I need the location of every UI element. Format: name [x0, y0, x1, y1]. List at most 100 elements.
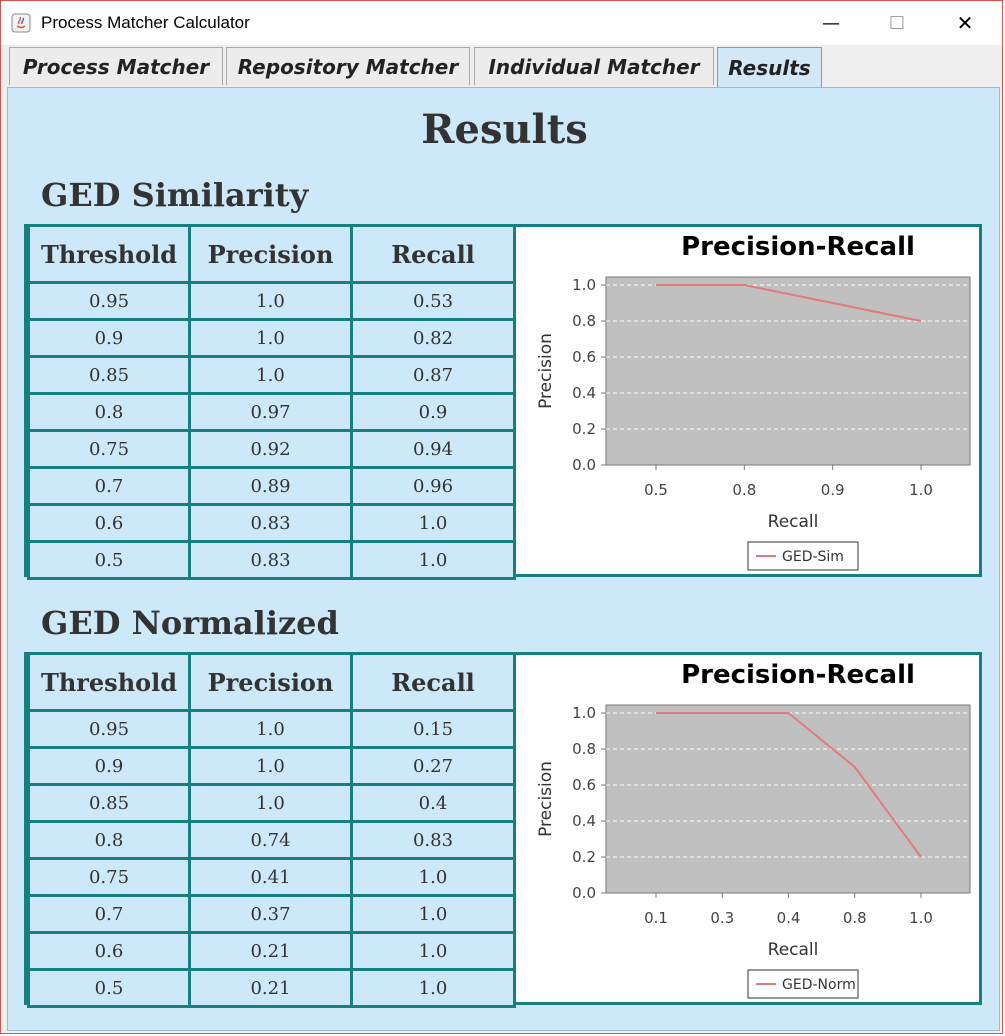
chart-title: Precision-Recall	[681, 660, 915, 690]
y-axis-label: Precision	[536, 333, 556, 409]
maximize-button[interactable]: ☐	[864, 1, 930, 45]
close-button[interactable]: ✕	[932, 1, 998, 45]
x-tick-label: 1.0	[909, 481, 933, 499]
column-header-precision: Precision	[188, 224, 353, 284]
y-tick-label: 0.8	[572, 312, 596, 330]
legend-label: GED-Norm	[782, 977, 856, 993]
y-axis-label: Precision	[536, 761, 556, 837]
title-bar[interactable]: Process Matcher Calculator — ☐ ✕	[1, 1, 1002, 45]
y-tick-label: 0.0	[572, 884, 596, 902]
ged-normalized-panel: Precision-Recall 0.0 0.2 0.4 0.6 0.8 1.0 0.1 0.3…	[24, 652, 982, 1008]
table-cell-recall: 0.94	[350, 429, 516, 469]
close-icon: ✕	[956, 11, 974, 35]
table-cell-threshold: 0.95	[27, 709, 191, 749]
table-cell-precision: 1.0	[188, 318, 353, 358]
table-cell-precision: 0.37	[188, 894, 353, 934]
x-tick-label: 0.9	[821, 481, 845, 499]
y-tick-label: 0.2	[572, 848, 596, 866]
y-tick-label: 0.4	[572, 812, 596, 830]
table-cell-threshold: 0.6	[27, 503, 191, 543]
x-axis-label: Recall	[768, 512, 819, 532]
chart-title: Precision-Recall	[681, 232, 915, 262]
table-cell-threshold: 0.7	[27, 466, 191, 506]
tab-repository-matcher[interactable]: Repository Matcher	[226, 47, 470, 85]
column-header-recall: Recall	[350, 652, 516, 712]
column-header-threshold: Threshold	[27, 652, 191, 712]
table-cell-recall: 0.83	[350, 820, 516, 860]
column-header-threshold: Threshold	[27, 224, 191, 284]
section-title-ged-normalized: GED Normalized	[41, 604, 339, 642]
java-app-icon	[11, 13, 31, 33]
tab-bar: Process Matcher Repository Matcher Indiv…	[1, 45, 1002, 87]
tab-process-matcher[interactable]: Process Matcher	[9, 47, 223, 85]
x-tick-label: 0.3	[710, 909, 734, 927]
page-title: Results	[421, 106, 588, 153]
window-title: Process Matcher Calculator	[41, 13, 250, 32]
table-cell-precision: 0.74	[188, 820, 353, 860]
table-cell-precision: 1.0	[188, 746, 353, 786]
table-cell-threshold: 0.5	[27, 968, 191, 1008]
table-cell-threshold: 0.9	[27, 318, 191, 358]
y-tick-label: 0.6	[572, 348, 596, 366]
table-cell-recall: 1.0	[350, 540, 516, 580]
table-cell-threshold: 0.85	[27, 783, 191, 823]
ged-normalized-chart: Precision-Recall 0.0 0.2 0.4 0.6 0.8 1.0 0.1 0.3…	[513, 655, 979, 1002]
y-tick-label: 0.6	[572, 776, 596, 794]
results-panel: Results GED Similarity Precision-Recall 0…	[7, 87, 1000, 1031]
table-cell-precision: 1.0	[188, 355, 353, 395]
table-cell-precision: 1.0	[188, 281, 353, 321]
table-cell-threshold: 0.8	[27, 392, 191, 432]
x-tick-label: 0.8	[732, 481, 756, 499]
table-cell-recall: 1.0	[350, 931, 516, 971]
table-cell-threshold: 0.8	[27, 820, 191, 860]
series-line	[656, 284, 922, 322]
x-tick-label: 0.4	[777, 909, 801, 927]
x-tick-label: 0.5	[644, 481, 668, 499]
table-cell-threshold: 0.85	[27, 355, 191, 395]
table-cell-recall: 0.15	[350, 709, 516, 749]
x-tick-label: 1.0	[909, 909, 933, 927]
table-cell-precision: 0.21	[188, 931, 353, 971]
table-cell-recall: 1.0	[350, 503, 516, 543]
table-cell-precision: 1.0	[188, 783, 353, 823]
minimize-button[interactable]: —	[798, 1, 864, 45]
ged-similarity-chart: Precision-Recall 0.0 0.2 0.4 0.6 0.8 1.0 0.5 0.8…	[513, 227, 979, 574]
table-cell-precision: 0.97	[188, 392, 353, 432]
table-cell-precision: 0.83	[188, 503, 353, 543]
column-header-precision: Precision	[188, 652, 353, 712]
table-cell-precision: 0.92	[188, 429, 353, 469]
maximize-icon: ☐	[888, 12, 906, 34]
table-cell-recall: 0.96	[350, 466, 516, 506]
table-cell-precision: 1.0	[188, 709, 353, 749]
column-header-recall: Recall	[350, 224, 516, 284]
table-cell-precision: 0.41	[188, 857, 353, 897]
table-cell-threshold: 0.6	[27, 931, 191, 971]
table-cell-recall: 0.9	[350, 392, 516, 432]
table-cell-precision: 0.83	[188, 540, 353, 580]
x-axis-label: Recall	[768, 940, 819, 960]
table-cell-recall: 0.53	[350, 281, 516, 321]
table-cell-recall: 0.4	[350, 783, 516, 823]
table-cell-recall: 1.0	[350, 857, 516, 897]
y-tick-label: 0.8	[572, 740, 596, 758]
table-cell-recall: 1.0	[350, 968, 516, 1008]
tab-results[interactable]: Results	[717, 47, 822, 87]
y-tick-label: 1.0	[572, 276, 596, 294]
table-cell-threshold: 0.75	[27, 429, 191, 469]
table-cell-recall: 1.0	[350, 894, 516, 934]
table-cell-recall: 0.82	[350, 318, 516, 358]
y-tick-label: 1.0	[572, 704, 596, 722]
plot-area	[605, 276, 971, 466]
table-cell-threshold: 0.5	[27, 540, 191, 580]
y-tick-label: 0.4	[572, 384, 596, 402]
tab-individual-matcher[interactable]: Individual Matcher	[474, 47, 714, 85]
y-tick-label: 0.0	[572, 456, 596, 474]
section-title-ged-similarity: GED Similarity	[41, 176, 309, 214]
minimize-icon: —	[822, 12, 840, 34]
x-tick-label: 0.8	[843, 909, 867, 927]
ged-similarity-panel: Precision-Recall 0.0 0.2 0.4 0.6 0.8 1.0 0.5 0.8…	[24, 224, 982, 580]
y-tick-label: 0.2	[572, 420, 596, 438]
table-cell-threshold: 0.7	[27, 894, 191, 934]
legend-label: GED-Sim	[782, 549, 844, 565]
